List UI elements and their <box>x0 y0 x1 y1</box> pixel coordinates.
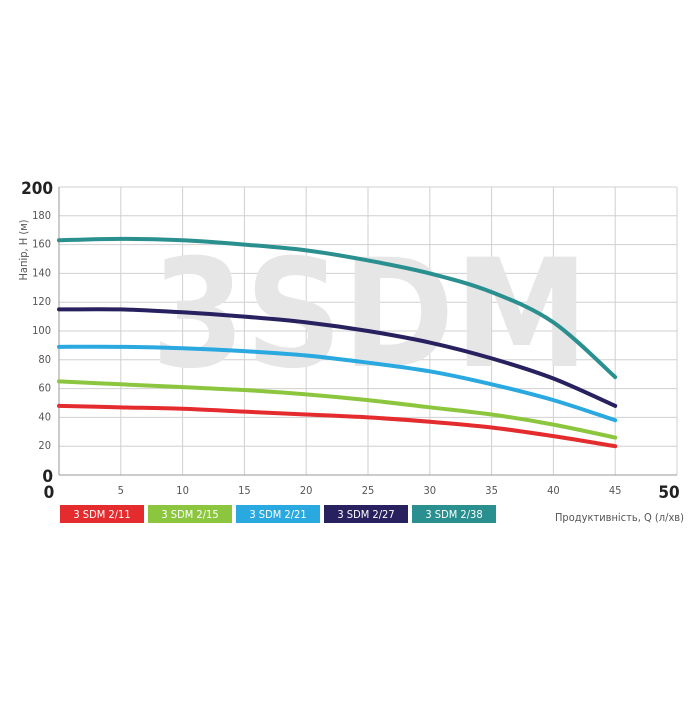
x-tick-label: 0 <box>44 483 55 503</box>
y-tick-label: 100 <box>32 324 51 337</box>
x-tick-label: 5 <box>118 484 124 497</box>
legend-swatch <box>324 505 408 523</box>
y-tick-label: 0 <box>42 467 53 487</box>
legend-swatch <box>412 505 496 523</box>
y-tick-label: 140 <box>32 266 51 279</box>
legend-label: 3 SDM 2/21 <box>249 508 306 521</box>
legend-label: 3 SDM 2/38 <box>425 508 482 521</box>
x-tick-label: 40 <box>547 484 560 497</box>
x-tick-label: 20 <box>300 484 313 497</box>
series-line <box>57 344 618 423</box>
x-tick-label: 35 <box>485 484 498 497</box>
series-line <box>57 236 618 380</box>
x-tick-label: 10 <box>176 484 189 497</box>
legend-label: 3 SDM 2/15 <box>161 508 218 521</box>
legend-swatch <box>236 505 320 523</box>
x-tick-label: 50 <box>658 483 679 503</box>
y-tick-label: 160 <box>32 238 51 251</box>
y-tick-label: 120 <box>32 295 51 308</box>
y-tick-label: 60 <box>38 382 51 395</box>
legend-label: 3 SDM 2/11 <box>73 508 130 521</box>
legend-swatch <box>60 505 144 523</box>
y-tick-label: 40 <box>38 410 51 423</box>
x-tick-label: 45 <box>609 484 622 497</box>
series-line <box>57 403 618 449</box>
y-axis-label: Напір, H (м) <box>17 219 30 280</box>
series-line <box>57 307 618 408</box>
y-tick-label: 20 <box>38 439 51 452</box>
legend-label: 3 SDM 2/27 <box>337 508 394 521</box>
series-line <box>57 379 618 440</box>
y-tick-label: 180 <box>32 209 51 222</box>
y-tick-label: 80 <box>38 353 51 366</box>
x-tick-label: 25 <box>362 484 375 497</box>
x-tick-label: 15 <box>238 484 251 497</box>
x-tick-label: 30 <box>424 484 437 497</box>
legend-swatch <box>148 505 232 523</box>
x-axis-label: Продуктивність, Q (л/хв) <box>555 511 684 524</box>
y-tick-label: 200 <box>21 179 53 199</box>
